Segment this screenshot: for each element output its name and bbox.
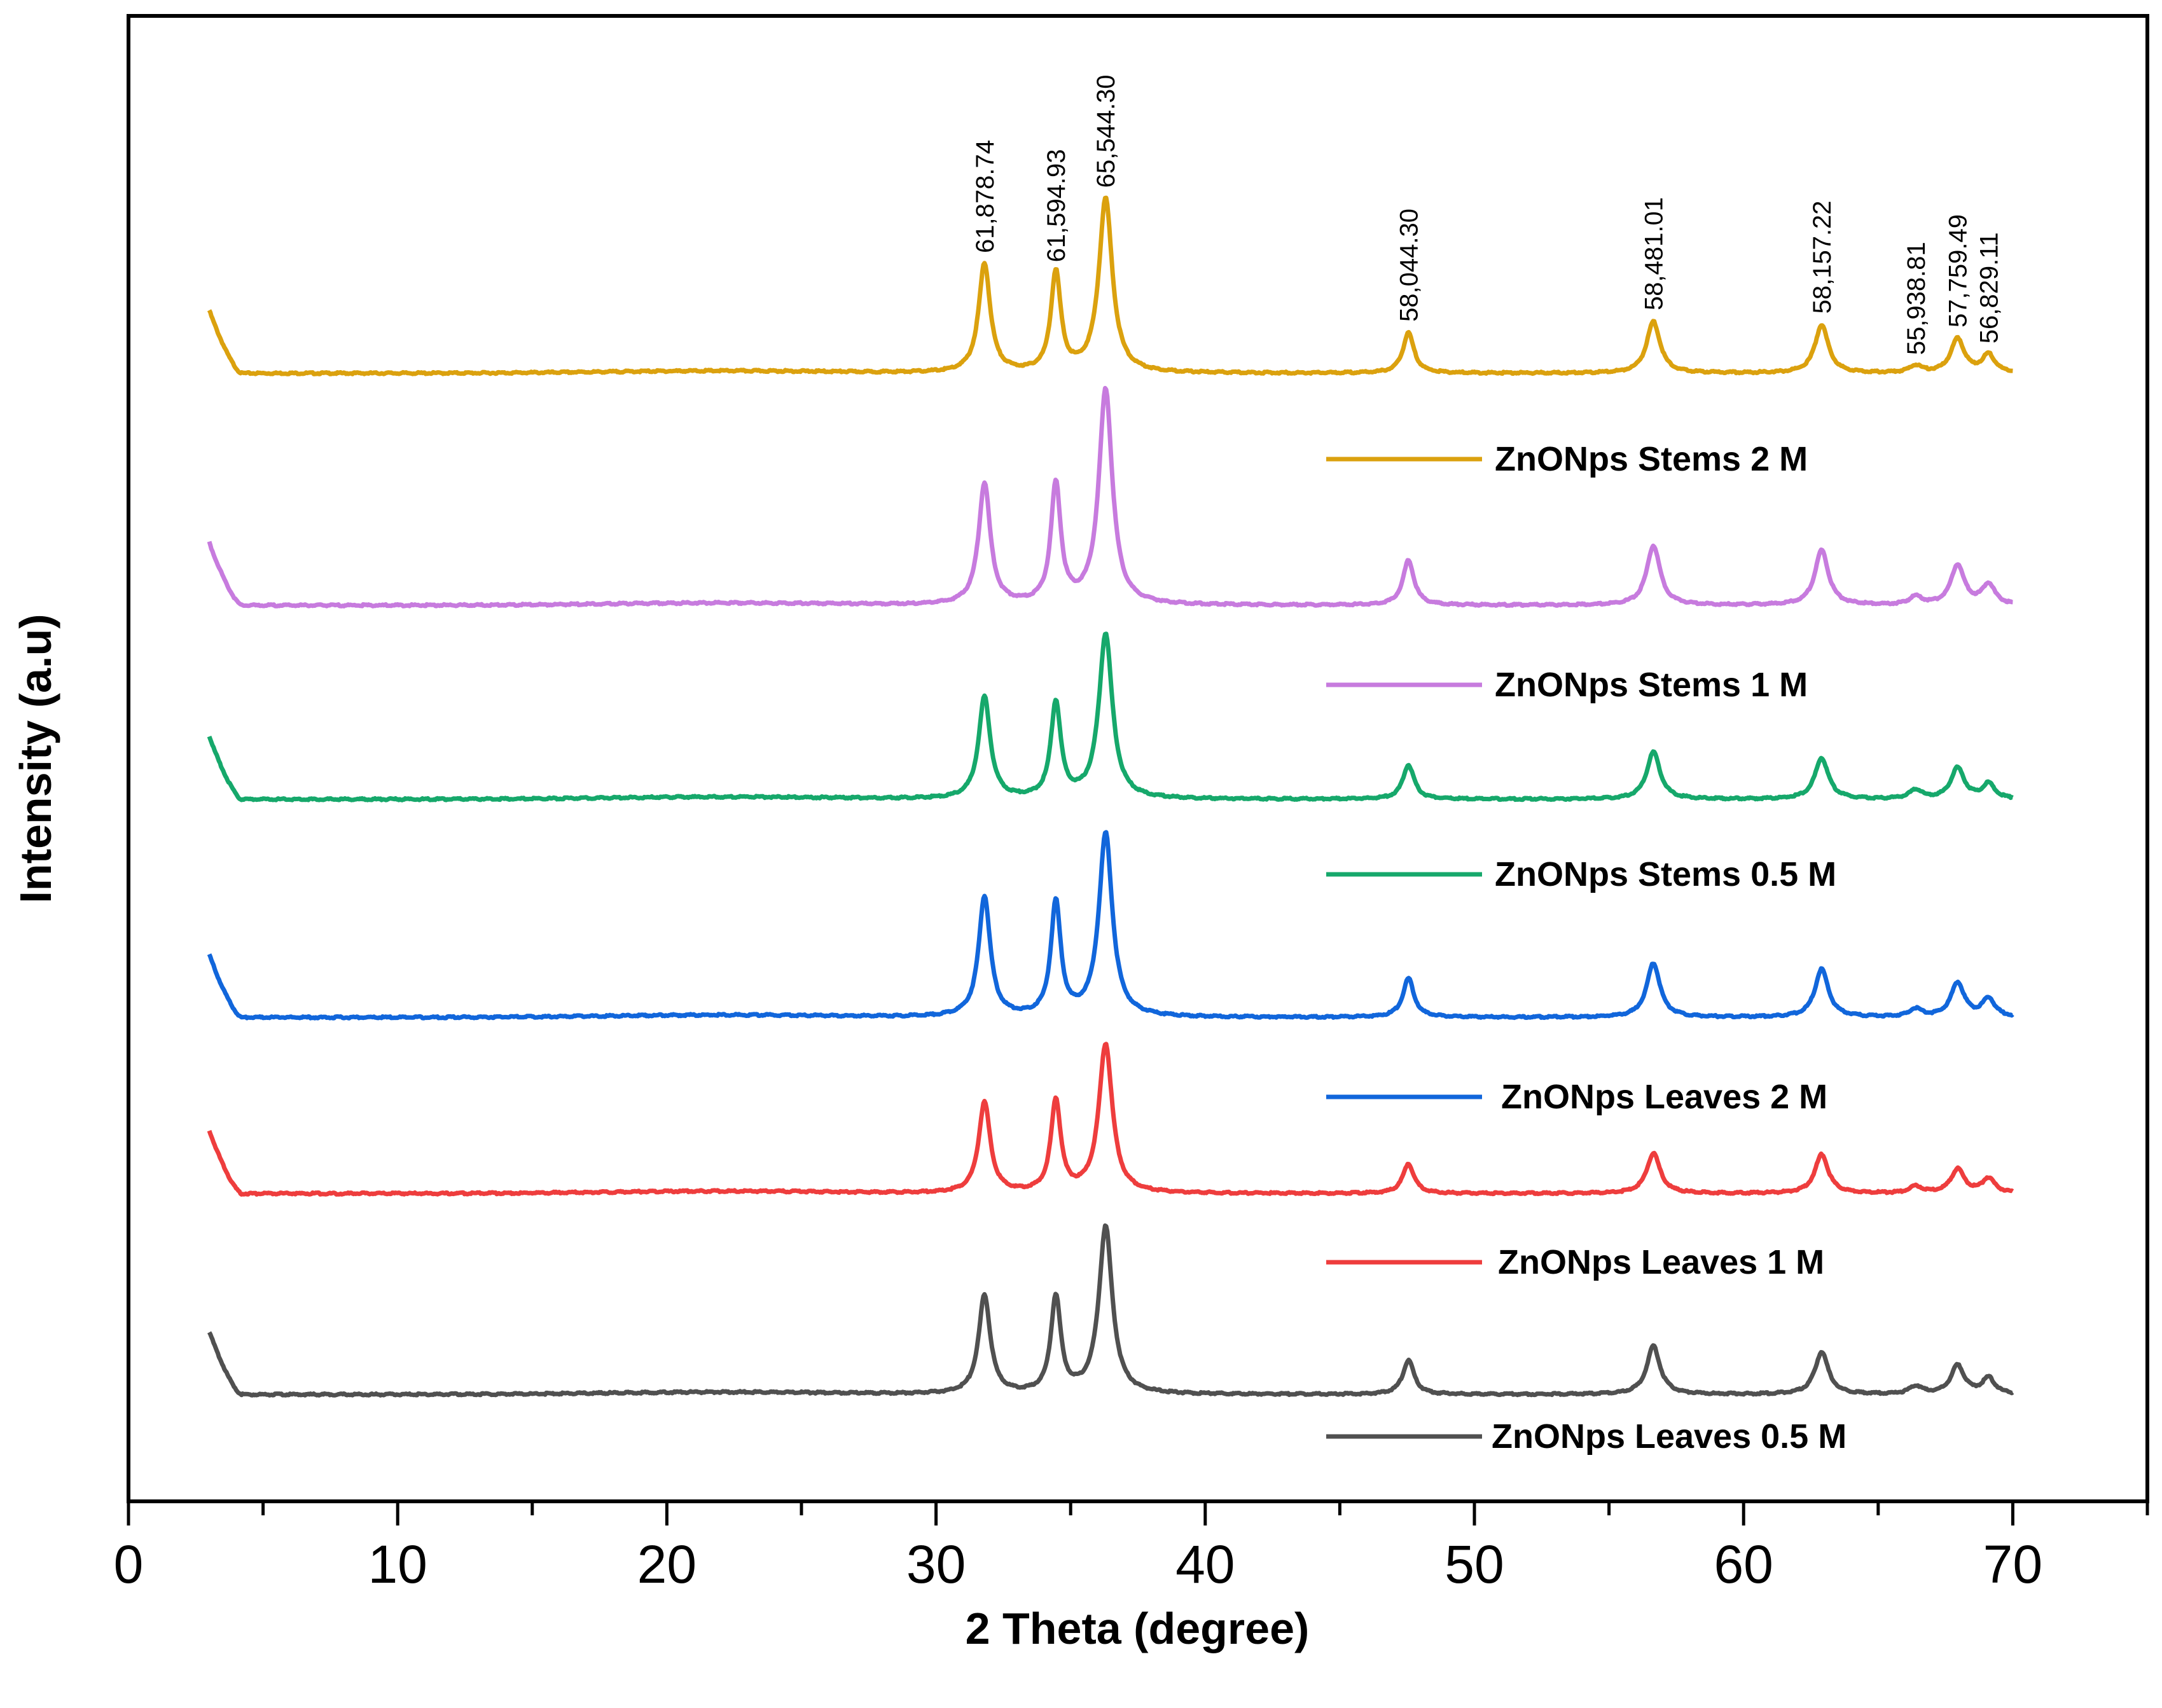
legend-label-2: ZnONps Stems 1 M (1495, 666, 1808, 704)
peak-label-9: 56,829.11 (1975, 232, 2003, 343)
peak-label-3: 65,544.30 (1092, 74, 1120, 188)
x-tick-label: 20 (637, 1534, 696, 1594)
x-tick-label: 0 (114, 1534, 144, 1594)
series-line-6 (207, 1223, 2014, 1398)
x-tick-label: 70 (1983, 1534, 2042, 1594)
series-line-3 (207, 631, 2014, 802)
legend-label-5: ZnONps Leaves 1 M (1498, 1243, 1824, 1281)
peak-label-2: 61,594.93 (1043, 149, 1071, 262)
peak-label-4: 58,044.30 (1395, 209, 1423, 322)
x-axis-ticks: 0 10 20 30 40 50 60 70 (114, 1501, 2149, 1594)
x-tick-label: 50 (1445, 1534, 1504, 1594)
peak-label-8: 57,759.49 (1944, 214, 1972, 327)
peak-label-1: 61,878.74 (971, 140, 999, 253)
x-axis-title: 2 Theta (degree) (966, 1604, 1310, 1653)
peak-label-5: 58,481.01 (1640, 197, 1668, 310)
x-tick-label: 30 (906, 1534, 966, 1594)
peak-label-6: 58,157.22 (1808, 200, 1836, 313)
series-line-2 (207, 385, 2014, 609)
x-tick-label: 10 (368, 1534, 427, 1594)
legend: ZnONps Stems 2 M ZnONps Stems 1 M ZnONps S… (1326, 440, 1847, 1456)
series-line-4 (207, 830, 2014, 1021)
series-line-5 (207, 1042, 2014, 1197)
legend-label-1: ZnONps Stems 2 M (1495, 440, 1808, 478)
legend-label-3: ZnONps Stems 0.5 M (1495, 855, 1836, 893)
series-traces (207, 195, 2014, 1398)
peak-label-7: 55,938.81 (1902, 242, 1930, 355)
y-axis-title: Intensity (a.u) (11, 614, 60, 903)
plot-frame (127, 14, 2149, 1503)
x-tick-label: 40 (1175, 1534, 1235, 1594)
x-tick-label: 60 (1714, 1534, 1773, 1594)
series-line-1 (207, 195, 2014, 376)
legend-label-6: ZnONps Leaves 0.5 M (1492, 1417, 1847, 1456)
peak-annotations: 61,878.74 61,594.93 65,544.30 58,044.30 58,4… (971, 74, 2004, 355)
legend-label-4: ZnONps Leaves 2 M (1501, 1078, 1827, 1116)
